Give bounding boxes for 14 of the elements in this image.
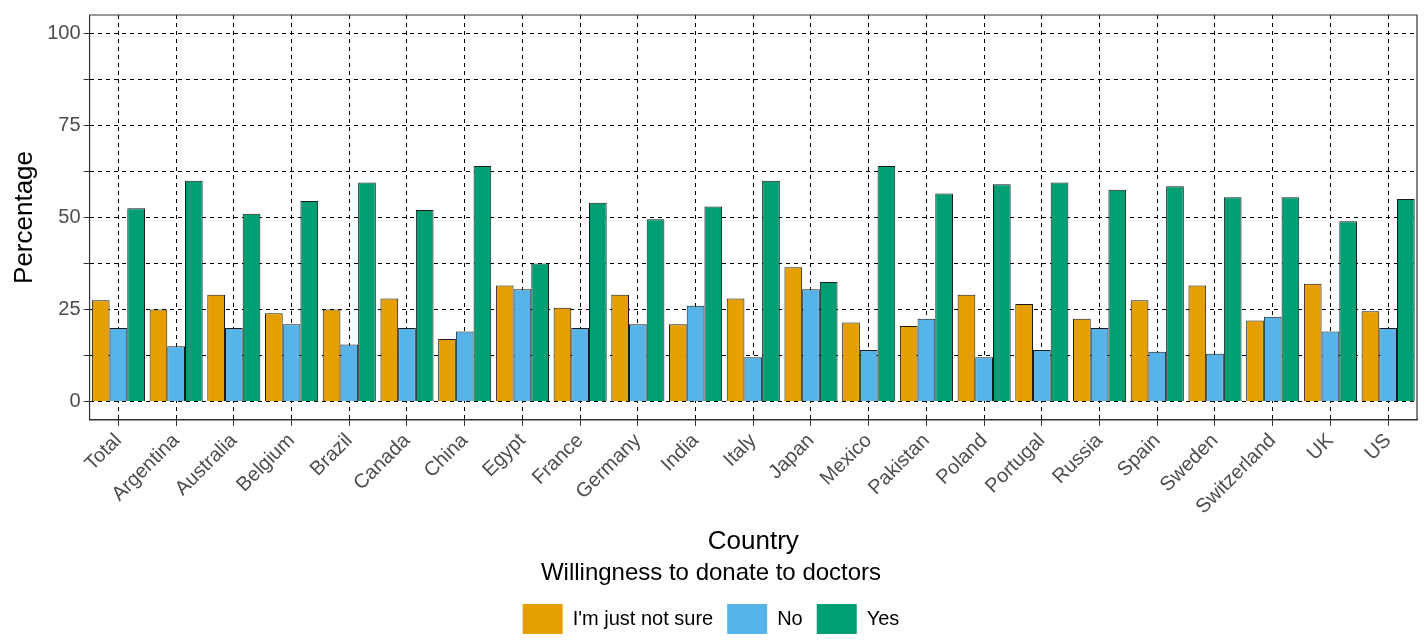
legend-label: I'm just not sure [572,606,714,629]
x-tick-label: UK [1301,428,1338,464]
y-tick-label: 25 [58,297,81,320]
y-tick-label: 100 [47,20,81,43]
y-tick-label: 50 [58,204,81,227]
y-axis-title: Percentage [7,150,38,284]
y-tick-label: 0 [69,389,81,412]
x-tick-label: Italy [718,428,761,471]
legend-label: Yes [866,606,900,629]
legend-label: No [777,606,803,629]
y-tick-label: 75 [58,112,81,135]
x-tick-label: US [1359,428,1395,464]
x-axis-title: Country [707,524,799,555]
legend-title: Willingness to donate to doctors [540,557,882,585]
